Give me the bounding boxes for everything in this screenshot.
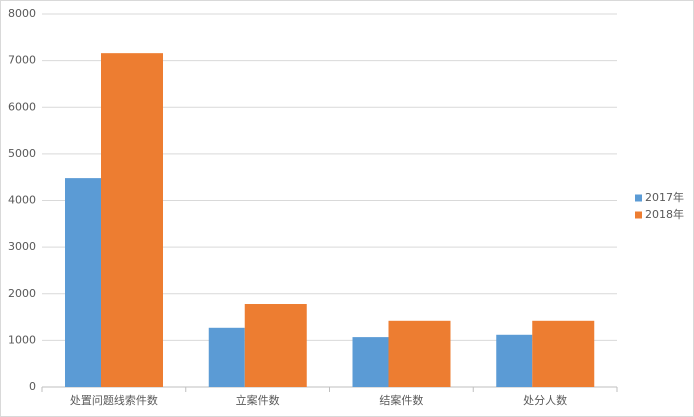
bar [352,337,389,387]
bar [65,178,101,387]
legend-swatch [635,194,642,202]
bar [208,327,245,387]
y-tick-label: 1000 [8,333,36,346]
bar [388,320,451,387]
legend-label: 2017年 [645,190,684,204]
legend-label: 2018年 [645,207,684,221]
x-tick-label: 结案件数 [379,393,423,407]
bar [496,334,533,387]
y-tick-label: 4000 [8,194,36,207]
bar [101,53,163,387]
x-tick-label: 处分人数 [523,394,567,407]
y-tick-label: 7000 [8,54,36,67]
y-tick-label: 2000 [8,287,36,300]
y-tick-label: 3000 [8,240,36,253]
x-tick-label: 立案件数 [236,393,280,407]
y-tick-label: 6000 [8,100,36,113]
bar [244,304,307,387]
y-tick-label: 5000 [8,147,36,160]
bar [532,320,595,387]
legend-swatch [635,211,642,219]
x-tick-label: 处置问题线索件数 [70,393,158,407]
y-tick-label: 0 [29,380,36,393]
y-tick-label: 8000 [8,7,36,20]
